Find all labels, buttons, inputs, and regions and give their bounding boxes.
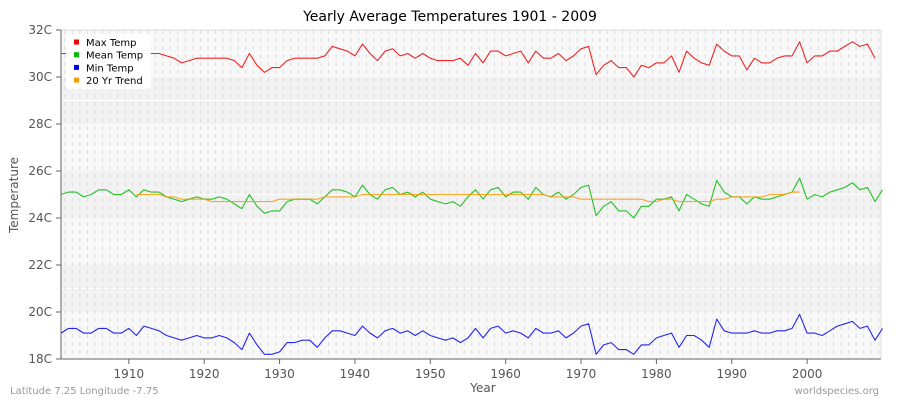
x-tick-label: 1920 [189,367,220,381]
y-tick-label: 26C [28,164,52,178]
legend-label: Max Temp [86,38,137,49]
y-tick-label: 20C [28,305,52,319]
series-line-min-temp [60,313,883,355]
x-tick-label: 1970 [566,367,597,381]
y-tick-label: 28C [28,117,52,131]
legend-box [66,34,151,89]
vertical-grid [64,30,880,359]
chart-title: Yearly Average Temperatures 1901 - 2009 [302,9,597,25]
axes: 18C 20C 22C 24C 26C 28C 30C 32C 1910 1920 1930 1940… [28,23,881,381]
legend-swatch [74,52,79,58]
legend-label: Mean Temp [86,51,143,62]
x-tick-label: 1980 [641,367,672,381]
y-tick-label: 30C [28,70,52,84]
legend-label: Min Temp [86,63,134,74]
x-tick-label: 1940 [340,367,371,381]
legend-swatch [74,64,79,70]
x-tick-label: 1960 [490,367,521,381]
legend-label: 20 Yr Trend [86,76,143,87]
x-tick-label: 1910 [114,367,145,381]
x-tick-label: 1990 [716,367,747,381]
legend-swatch [74,39,79,45]
x-tick-label: 2000 [792,367,823,381]
x-tick-label: 1950 [415,367,446,381]
x-axis-title: Year [469,381,495,395]
y-axis-title: Temperature [7,157,21,234]
series-line-20-yr-trend [136,191,800,203]
y-tick-label: 18C [28,352,52,366]
series-lines [60,41,883,355]
x-tick-label: 1930 [264,367,295,381]
series-line-max-temp [61,41,876,78]
legend-swatch [74,77,79,83]
y-tick-label: 24C [28,211,52,225]
series-line-mean-temp [60,177,883,219]
footer-source: worldspecies.org [795,386,879,397]
y-tick-label: 32C [28,23,52,37]
y-tick-label: 22C [28,258,52,272]
footer-coordinates: Latitude 7.25 Longitude -7.75 [10,386,159,397]
